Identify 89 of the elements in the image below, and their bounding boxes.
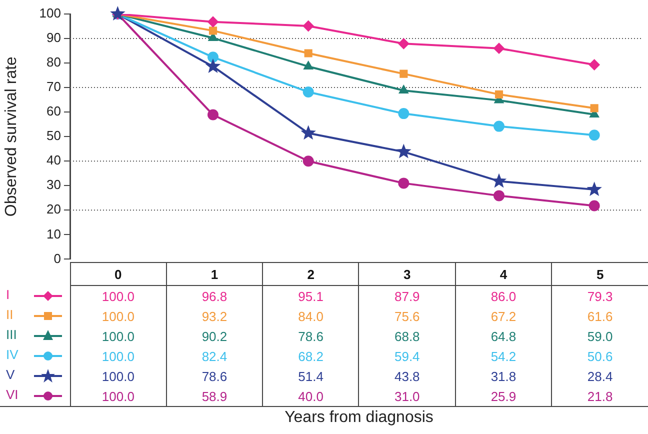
point xyxy=(398,38,410,50)
point xyxy=(494,190,504,202)
data-label: 61.6 xyxy=(552,306,648,326)
x-tick-label: 3 xyxy=(358,262,456,286)
y-tick-label: 100 xyxy=(39,6,61,21)
data-label: 58.9 xyxy=(166,386,263,406)
data-label: 28.4 xyxy=(552,366,648,386)
x-tick-label: 0 xyxy=(70,262,166,286)
legend-label: III xyxy=(6,327,18,342)
point xyxy=(208,52,218,63)
y-tick-label: 30 xyxy=(46,177,61,192)
data-label: 43.8 xyxy=(358,366,456,386)
data-label: 96.8 xyxy=(166,286,263,306)
data-label: 100.0 xyxy=(70,286,166,306)
y-tick-label: 50 xyxy=(46,128,61,144)
data-label: 64.8 xyxy=(455,326,552,346)
y-tick-label: 90 xyxy=(46,30,61,46)
data-label: 100.0 xyxy=(70,346,166,366)
legend-label: V xyxy=(6,367,16,382)
legend-label: II xyxy=(6,307,14,322)
point xyxy=(491,173,507,188)
data-label: 100.0 xyxy=(70,326,166,346)
point xyxy=(302,20,314,32)
point xyxy=(398,85,408,94)
x-tick-label: 1 xyxy=(166,262,263,286)
x-tick-label: 4 xyxy=(455,262,552,286)
data-label: 90.2 xyxy=(166,326,263,346)
point xyxy=(588,130,600,141)
point xyxy=(588,59,600,70)
data-label: 78.6 xyxy=(262,326,359,346)
legend-label: VI xyxy=(6,387,20,402)
data-label: 54.2 xyxy=(455,346,552,366)
y-tick-label: 10 xyxy=(46,226,61,242)
y-tick-label: 0 xyxy=(54,250,61,266)
point xyxy=(494,42,504,54)
point xyxy=(588,200,600,212)
point xyxy=(396,144,412,158)
data-label: 100.0 xyxy=(70,386,166,406)
data-label: 87.9 xyxy=(358,286,456,306)
text: Years from diagnosis xyxy=(284,409,434,427)
point xyxy=(398,108,410,120)
data-label: 31.8 xyxy=(455,366,552,386)
data-label: 21.8 xyxy=(552,386,648,406)
data-label: 67.2 xyxy=(455,306,552,326)
data-label: 100.0 xyxy=(70,366,166,386)
y-axis-title: Observed survival rate xyxy=(3,56,20,217)
point xyxy=(494,120,504,132)
point xyxy=(398,178,410,189)
point xyxy=(205,58,221,73)
data-label: 84.0 xyxy=(262,306,359,326)
data-label: 40.0 xyxy=(262,386,359,406)
point xyxy=(302,156,314,167)
data-label: 86.0 xyxy=(455,286,552,306)
legend-label: I xyxy=(6,287,11,302)
data-label: 68.8 xyxy=(358,326,456,346)
point xyxy=(400,70,408,78)
data-label: 82.4 xyxy=(166,346,263,366)
point xyxy=(302,86,314,98)
point xyxy=(110,6,126,20)
point xyxy=(586,182,602,196)
x-tick-label: 2 xyxy=(262,262,359,286)
data-label: 78.6 xyxy=(166,366,263,386)
point xyxy=(208,109,218,120)
legend-label: IV xyxy=(6,347,20,362)
data-label: 68.2 xyxy=(262,346,359,366)
point xyxy=(304,49,312,58)
data-label: 59.0 xyxy=(552,326,648,346)
data-label: 50.6 xyxy=(552,346,648,366)
data-label: 75.6 xyxy=(358,306,456,326)
point xyxy=(494,90,504,98)
data-label: 95.1 xyxy=(262,286,359,306)
point xyxy=(208,26,218,35)
data-label: 59.4 xyxy=(358,346,456,366)
y-tick-label: 40 xyxy=(46,152,61,168)
y-tick-label: 70 xyxy=(46,79,61,94)
point xyxy=(208,16,218,28)
y-tick-label: 80 xyxy=(46,54,61,70)
x-tick-label: 5 xyxy=(552,262,648,286)
point xyxy=(304,60,314,70)
data-label: 31.0 xyxy=(358,386,456,406)
y-tick-label: 60 xyxy=(46,104,61,119)
data-label: 93.2 xyxy=(166,306,263,326)
data-label: 79.3 xyxy=(552,286,648,306)
y-tick-label: 20 xyxy=(46,202,61,217)
point xyxy=(300,125,316,140)
point xyxy=(590,104,598,112)
data-label: 51.4 xyxy=(262,366,359,386)
data-label: 100.0 xyxy=(70,306,166,326)
data-label: 25.9 xyxy=(455,386,552,406)
